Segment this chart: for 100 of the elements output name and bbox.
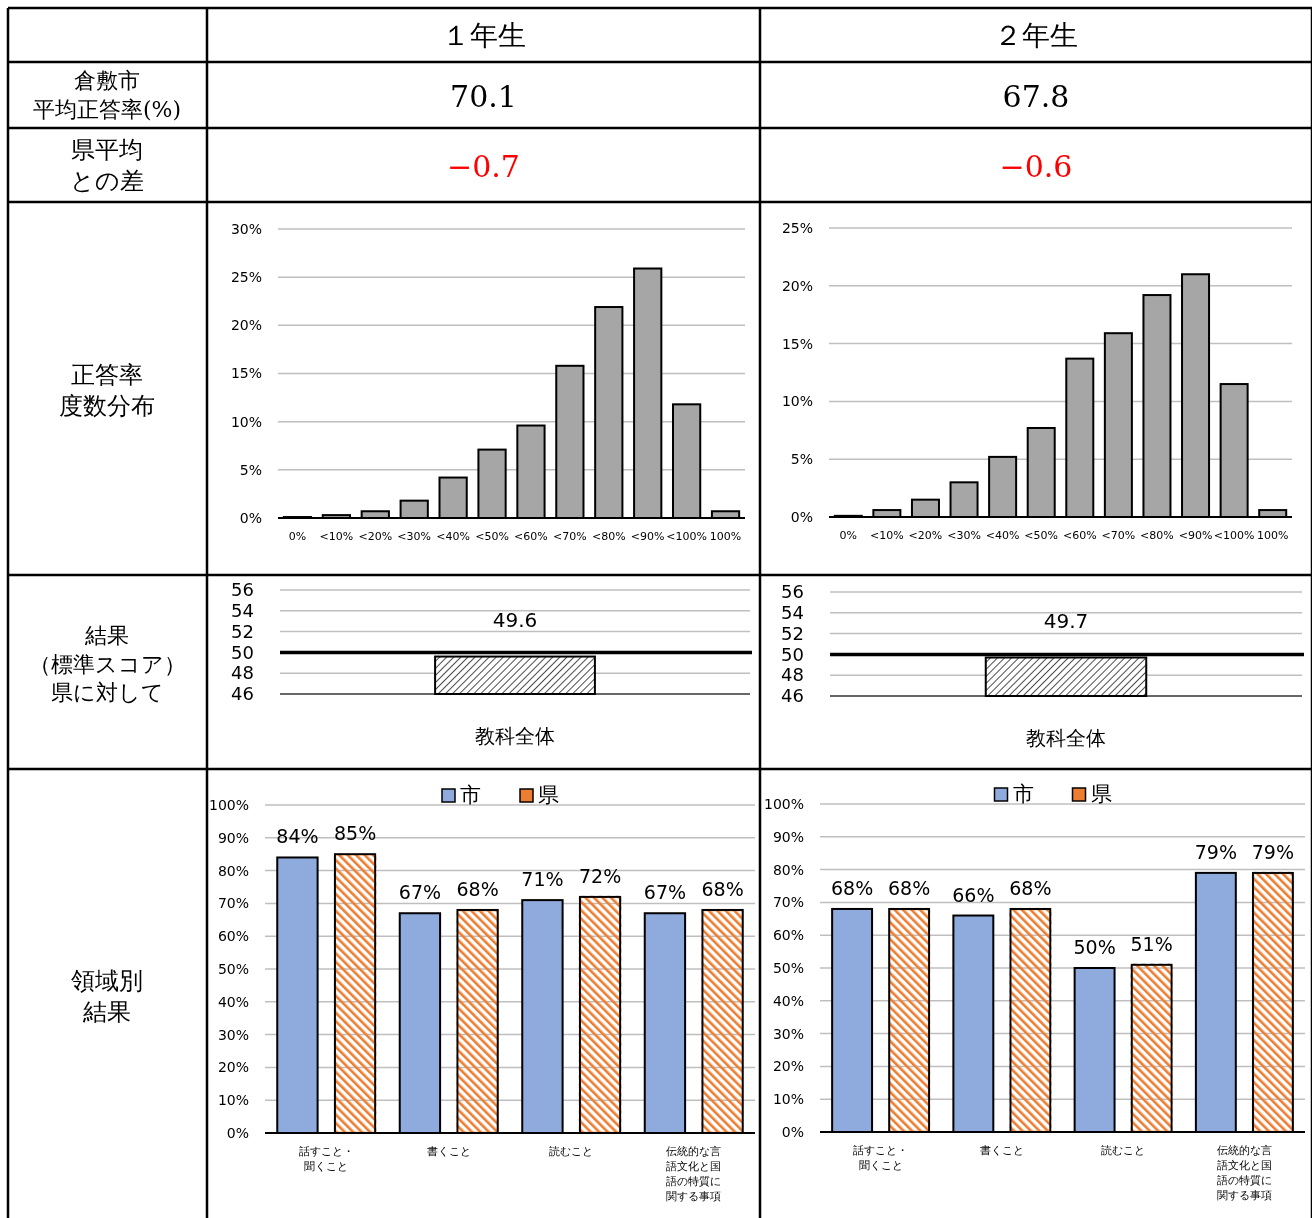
legend-label: 市 [460, 783, 481, 807]
y-tick-label: 10% [772, 1091, 804, 1108]
text: −0.7 [447, 149, 520, 184]
x-tick-label: 100% [709, 530, 742, 543]
x-tick-label: 教科全体 [1026, 726, 1106, 750]
y-tick-label: 0% [226, 1124, 249, 1141]
y-tick-label: 54 [781, 602, 804, 624]
data-label: 50% [1073, 936, 1116, 958]
text: 結果（標準スコア）県に対して [28, 623, 186, 706]
data-label: 85% [333, 822, 377, 845]
y-tick-label: 30% [772, 1025, 804, 1042]
text: 倉敷市平均正答率(%) [32, 68, 182, 122]
data-label: 79% [1194, 840, 1237, 863]
y-tick-label: 100% [763, 795, 804, 812]
data-label: 67% [398, 881, 442, 904]
y-tick-label: 20% [781, 277, 813, 294]
x-tick-label: 0% [288, 530, 307, 543]
text: 67.8 [1002, 79, 1070, 114]
x-tick-label: 話すこと・聞くこと [853, 1144, 909, 1172]
text: 70.1 [450, 79, 517, 114]
legend-label: 市 [1012, 782, 1034, 806]
data-label: 72% [578, 864, 622, 887]
text: 県平均との差 [70, 136, 144, 196]
y-tick-label: 30% [217, 1026, 249, 1043]
text: −0.6 [999, 149, 1073, 184]
y-tick-label: 54 [231, 600, 254, 622]
x-tick-label: 書くこと [426, 1145, 471, 1158]
x-tick-label: <90% [1178, 529, 1213, 542]
y-tick-label: 46 [781, 685, 804, 707]
data-label: 84% [276, 825, 319, 848]
x-tick-label: <90% [630, 530, 665, 543]
y-tick-label: 20% [230, 317, 262, 334]
data-label: 68% [830, 876, 874, 899]
x-tick-label: 読むこと [1101, 1144, 1146, 1157]
y-tick-label: 15% [230, 365, 262, 382]
data-label: 68% [1009, 876, 1052, 899]
data-label: 67% [643, 881, 687, 904]
y-tick-label: 80% [217, 862, 249, 879]
y-tick-label: 30% [230, 220, 262, 237]
x-tick-label: <70% [1101, 529, 1136, 542]
x-tick-label: 伝統的な言語文化と国語の特質に関する事項 [1216, 1144, 1272, 1202]
y-tick-label: 46 [231, 683, 254, 705]
y-tick-label: 0% [790, 508, 813, 525]
x-tick-label: <100% [666, 530, 707, 543]
x-tick-label: 教科全体 [475, 724, 555, 748]
y-tick-label: 70% [217, 895, 249, 912]
y-tick-label: 56 [781, 581, 804, 603]
y-tick-label: 56 [231, 579, 254, 601]
x-tick-label: 伝統的な言語文化と国語の特質に関する事項 [666, 1145, 722, 1203]
x-tick-label: <100% [1213, 529, 1255, 542]
x-tick-label: 書くこと [979, 1144, 1024, 1157]
x-tick-label: <40% [436, 530, 470, 543]
data-label: 49.7 [1043, 608, 1089, 633]
x-tick-label: <10% [870, 529, 904, 542]
y-tick-label: 50% [772, 959, 804, 976]
y-tick-label: 90% [772, 828, 804, 845]
data-label: 51% [1130, 932, 1173, 955]
x-tick-label: <30% [947, 529, 981, 542]
y-tick-label: 70% [772, 894, 804, 911]
x-tick-label: 話すこと・聞くこと [298, 1145, 354, 1173]
y-tick-label: 40% [772, 992, 804, 1009]
y-tick-label: 10% [230, 413, 262, 430]
y-tick-label: 60% [772, 927, 804, 944]
x-tick-label: 0% [839, 529, 858, 542]
data-label: 68% [888, 876, 931, 899]
y-tick-label: 0% [239, 509, 262, 526]
x-tick-label: <50% [475, 530, 509, 543]
x-tick-label: <40% [985, 529, 1020, 542]
x-tick-label: <30% [397, 530, 432, 543]
x-tick-label: <10% [319, 530, 354, 543]
y-tick-label: 25% [781, 219, 813, 236]
y-tick-label: 20% [217, 1059, 249, 1076]
legend-label: 県 [1090, 782, 1112, 806]
text: 領域別結果 [71, 967, 143, 1027]
data-label: 79% [1251, 840, 1295, 863]
y-tick-label: 15% [781, 335, 813, 352]
y-tick-label: 20% [772, 1058, 804, 1075]
text: 正答率度数分布 [59, 361, 155, 421]
y-tick-label: 10% [217, 1092, 249, 1109]
x-tick-label: <80% [1140, 529, 1174, 542]
y-tick-label: 50 [781, 643, 804, 665]
x-tick-label: <60% [1062, 529, 1097, 542]
y-tick-label: 80% [772, 861, 804, 878]
y-tick-label: 5% [239, 461, 262, 478]
y-tick-label: 52 [231, 620, 254, 642]
data-label: 66% [952, 883, 995, 906]
y-tick-label: 90% [217, 829, 249, 846]
y-tick-label: 50 [231, 641, 254, 663]
y-tick-label: 100% [208, 796, 249, 813]
y-tick-label: 48 [231, 662, 254, 684]
x-tick-label: <60% [514, 530, 548, 543]
y-tick-label: 0% [781, 1123, 804, 1140]
data-label: 68% [456, 877, 499, 900]
x-tick-label: <50% [1024, 529, 1059, 542]
y-tick-label: 5% [790, 451, 813, 468]
x-tick-label: 読むこと [549, 1145, 594, 1158]
x-tick-label: 100% [1256, 529, 1289, 542]
text: １年生 [441, 19, 526, 52]
data-label: 68% [701, 877, 744, 900]
text: ２年生 [994, 19, 1078, 52]
